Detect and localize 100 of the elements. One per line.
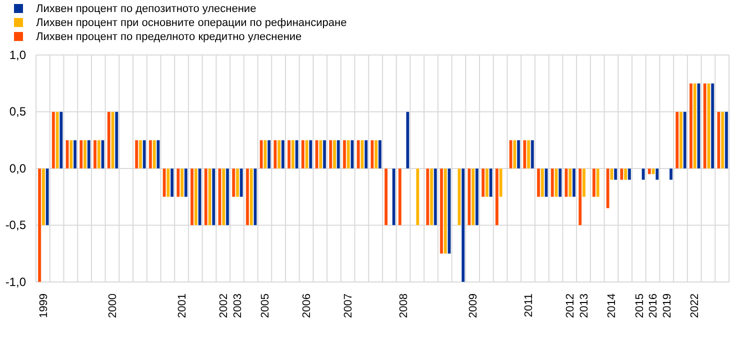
bar xyxy=(540,168,544,198)
legend-label: Лихвен процент по пределното кредитно улеснение xyxy=(36,31,302,43)
bar xyxy=(536,168,540,198)
bar xyxy=(648,168,652,174)
bar xyxy=(218,168,222,226)
bar xyxy=(434,168,438,226)
bar xyxy=(706,83,711,169)
bar xyxy=(246,168,250,226)
x-tick-label: 2011 xyxy=(522,294,535,318)
bar xyxy=(166,168,170,198)
y-tick-label: 1,0 xyxy=(9,48,26,62)
x-tick-label: 2009 xyxy=(467,294,480,318)
bar xyxy=(426,168,430,226)
bar xyxy=(374,140,378,169)
bar xyxy=(291,140,295,169)
bar xyxy=(596,168,600,198)
bar xyxy=(564,168,568,198)
bar xyxy=(204,168,208,226)
bar xyxy=(444,168,448,254)
bar xyxy=(52,112,56,169)
bar xyxy=(134,140,138,169)
bar xyxy=(208,168,212,226)
bar xyxy=(550,168,554,198)
bar xyxy=(304,140,309,169)
y-tick-label: -1,0 xyxy=(5,274,26,289)
bar xyxy=(152,140,156,169)
bar xyxy=(675,112,679,169)
bar xyxy=(346,140,350,169)
x-tick-label: 2007 xyxy=(342,294,355,318)
bar xyxy=(447,168,452,254)
bar xyxy=(107,112,111,169)
bar xyxy=(592,168,596,198)
x-tick-label: 2006 xyxy=(301,294,314,318)
bar xyxy=(703,83,707,169)
bar xyxy=(620,168,624,180)
y-tick-label: -0,5 xyxy=(5,218,26,232)
bar xyxy=(356,140,360,169)
x-tick-label: 2002 xyxy=(218,294,230,318)
x-tick-label: 1999 xyxy=(38,294,50,318)
bar xyxy=(350,140,354,169)
bar xyxy=(176,168,180,198)
bar xyxy=(724,112,728,169)
x-tick-label: 2019 xyxy=(661,294,674,318)
bar xyxy=(516,140,520,169)
bar xyxy=(87,140,91,169)
bar xyxy=(38,168,42,282)
bar xyxy=(683,112,687,169)
bar xyxy=(471,168,475,226)
bar xyxy=(526,140,530,169)
x-tick-label: 2003 xyxy=(232,294,244,318)
x-tick-label: 2000 xyxy=(107,294,120,318)
bar xyxy=(481,168,485,198)
bar xyxy=(236,168,240,198)
bar xyxy=(114,112,118,169)
bar xyxy=(318,140,322,169)
bar xyxy=(384,168,388,226)
bar xyxy=(544,168,548,198)
bar xyxy=(342,140,346,169)
bar xyxy=(485,168,489,198)
y-tick-label: 0,5 xyxy=(9,104,26,119)
bar xyxy=(253,168,258,226)
x-tick-label: 2005 xyxy=(260,294,272,318)
bar xyxy=(138,140,142,169)
bar xyxy=(364,140,368,169)
bar xyxy=(522,140,526,169)
bar xyxy=(190,168,194,226)
bar xyxy=(716,112,720,169)
bar xyxy=(614,168,618,180)
bar xyxy=(392,168,396,226)
bar xyxy=(328,140,332,169)
bar xyxy=(69,140,73,169)
bar xyxy=(696,83,701,169)
bar xyxy=(93,140,97,169)
bar xyxy=(669,168,673,180)
legend-label: Лихвен процент при основните операции по рефинансиране xyxy=(36,17,347,29)
bar xyxy=(281,140,285,169)
bar xyxy=(440,168,444,254)
bar xyxy=(240,168,244,198)
bar xyxy=(79,140,83,169)
bar xyxy=(554,168,558,198)
x-tick-label: 2022 xyxy=(689,294,702,318)
bar xyxy=(655,168,659,180)
bar xyxy=(693,83,697,169)
bar xyxy=(287,140,291,169)
bar xyxy=(558,168,562,198)
bar xyxy=(360,140,364,169)
bar xyxy=(628,168,632,180)
bar xyxy=(720,112,724,169)
bar xyxy=(461,168,465,282)
bar xyxy=(263,140,267,169)
bar xyxy=(370,140,374,169)
bar xyxy=(572,168,576,198)
bar xyxy=(406,112,410,169)
bar xyxy=(184,168,188,198)
bar xyxy=(277,140,281,169)
bar xyxy=(59,112,63,169)
bar xyxy=(624,168,628,180)
bar xyxy=(416,168,420,226)
bar xyxy=(495,168,499,226)
bar xyxy=(578,168,582,226)
